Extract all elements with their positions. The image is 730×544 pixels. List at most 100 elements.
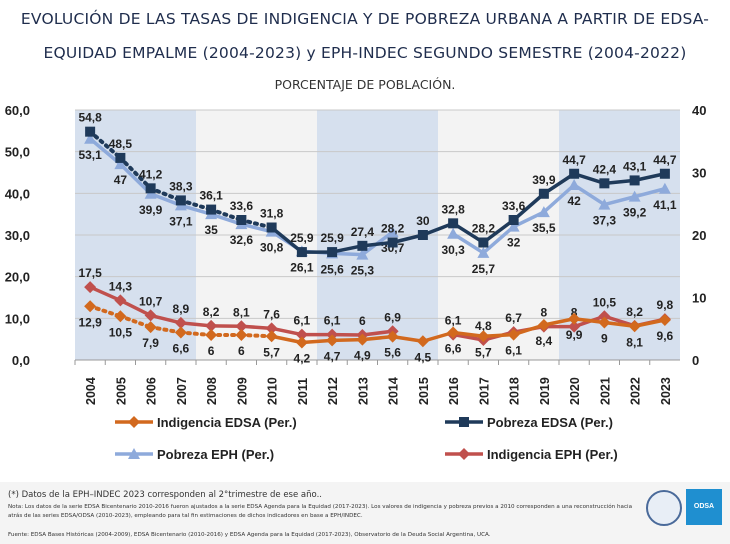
x-tick-label: 2014 [387,377,401,405]
triangle-marker [356,248,369,260]
legend-label: Pobreza EDSA (Per.) [487,415,613,430]
triangle-marker [477,246,490,258]
triangle-marker [507,220,520,232]
data-label: 42 [567,194,581,208]
diamond-marker [416,335,429,348]
series-line-segment [269,225,304,254]
data-label: 8,9 [173,302,190,316]
triangle-marker [128,448,140,459]
series-line-segment [481,218,516,245]
x-tick-label: 2018 [508,377,522,405]
data-label: 6,1 [505,344,522,358]
y-tick-label: 0,0 [12,353,30,368]
data-label: 8 [571,306,578,320]
x-tick-label: 2010 [266,377,280,405]
data-label: 10,5 [109,325,133,339]
data-label: 6,1 [324,314,341,328]
square-marker [478,237,489,248]
x-tick-label: 2019 [538,377,552,405]
data-label: 6,7 [505,311,522,325]
series-line-segment [602,178,637,186]
data-label: 37,3 [593,214,617,228]
diamond-marker [265,330,278,343]
diamond-marker [114,310,127,323]
square-marker [629,175,640,186]
diamond-marker [144,321,157,334]
series-line-segment [572,172,607,186]
data-label: 4,9 [354,349,371,363]
legend-label: Pobreza EPH (Per.) [157,447,274,462]
y-tick-label: 10,0 [5,311,30,326]
series-line-segment [421,221,455,237]
y2-tick-label: 20 [692,228,706,243]
series-line-segment [360,240,395,248]
triangle-marker [537,206,550,218]
diamond-marker [537,319,550,331]
data-label: 38,3 [169,179,193,193]
diamond-marker [568,320,581,333]
square-marker [599,178,610,189]
data-label: 10,7 [139,294,163,308]
uca-seal-logo [646,490,682,526]
footer-note-eph: (*) Datos de la EPH–INDEC 2023 correspon… [8,490,322,500]
footer-note: Nota: Los datos de la serie EDSA Bicente… [8,504,633,519]
diamond-marker [598,310,611,323]
series-line-segment [88,285,123,303]
data-label: 6,1 [445,314,462,328]
x-tick-label: 2006 [145,377,159,405]
odsa-logo: ODSA [686,489,722,525]
y-tick-label: 20,0 [5,270,30,285]
diamond-marker [386,330,399,343]
series-line-segment [239,218,274,230]
data-label: 8,2 [203,305,220,319]
square-marker [659,168,670,179]
x-tick-label: 2012 [326,377,340,405]
data-label: 8 [541,306,548,320]
data-label: 10,5 [593,295,617,309]
data-label: 8,1 [626,335,643,349]
square-marker [387,237,398,248]
series-line-segment [511,323,546,337]
data-label: 6,6 [445,342,462,356]
legend-label: Indigencia EDSA (Per.) [157,415,297,430]
square-marker [448,218,459,229]
y-tick-label: 40,0 [5,186,30,201]
diamond-marker [568,312,581,325]
square-marker [115,152,126,163]
data-label: 47 [114,173,128,187]
x-tick-label: 2017 [477,377,491,405]
square-marker [85,126,96,137]
x-tick-label: 2016 [447,377,461,405]
data-label: 9,6 [657,329,674,343]
x-tick-label: 2004 [84,377,98,405]
chart-title-line2: EQUIDAD EMPALME (2004-2023) y EPH-INDEC … [43,44,687,62]
series-line-segment [88,304,123,319]
series-line-segment [118,155,153,191]
x-tick-label: 2009 [235,377,249,405]
diamond-marker [598,316,611,329]
y2-tick-label: 0 [692,353,699,368]
data-label: 25,9 [290,231,314,245]
data-label: 6,1 [294,314,311,328]
series-pobreza-edsa-per-: 54,8 48,5 41,2 38,3 36,1 33,6 31,8 25,9 25,9 27,4… [78,111,677,258]
square-marker [357,240,368,251]
square-marker [327,247,338,258]
data-label: 53,1 [78,148,102,162]
data-label: 8,1 [233,305,250,319]
data-label: 30,3 [441,243,465,257]
diamond-marker [114,294,127,307]
diamond-marker [128,416,140,428]
data-label: 32 [507,236,521,250]
data-label: 33,6 [502,199,526,213]
series-line-segment [88,129,123,160]
data-label: 25,9 [320,231,344,245]
diamond-marker [507,328,520,341]
x-tick-label: 2021 [598,377,612,405]
diamond-marker [144,309,157,322]
data-label: 36,1 [199,189,223,203]
data-label: 32,8 [441,202,465,216]
triangle-marker [658,182,671,194]
legend-item: Pobreza EPH (Per.) [115,447,274,462]
data-label: 31,8 [260,207,284,221]
data-label: 6,6 [173,342,190,356]
